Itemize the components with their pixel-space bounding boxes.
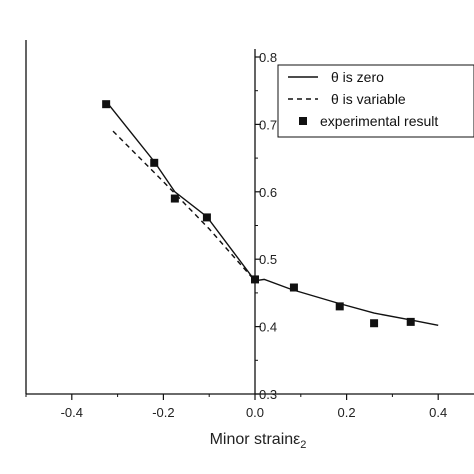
x-axis-title-symbol: ε — [293, 431, 300, 448]
experimental-point — [170, 194, 179, 203]
legend-theta-symbol: θ — [331, 91, 339, 107]
y-tick-label: 0.3 — [259, 387, 277, 402]
x-axis-title-subscript: 2 — [300, 439, 306, 451]
x-tick-label: -0.4 — [61, 405, 83, 420]
y-tick-label: 0.8 — [259, 50, 277, 65]
experimental-point — [406, 317, 415, 326]
experimental-point — [335, 302, 344, 311]
experimental-point — [150, 158, 159, 167]
y-tick-label: 0.4 — [259, 320, 277, 335]
x-tick-label: -0.2 — [152, 405, 174, 420]
legend-label-text: experimental result — [320, 113, 438, 129]
x-axis-title: Minor strainε2 — [210, 431, 307, 451]
axes: -0.4 -0.2 0.0 0.2 0.4 0.3 0.4 0.5 0.6 0.7 0.8 — [25, 49, 474, 420]
series-line-theta-zero — [107, 103, 439, 326]
legend-label-text: is zero — [339, 69, 384, 85]
experimental-point — [102, 100, 111, 109]
legend-theta-symbol: θ — [331, 69, 339, 85]
series-layer — [102, 100, 439, 328]
legend-experimental-label: experimental result — [320, 113, 438, 129]
experimental-point — [202, 213, 211, 222]
experimental-point — [289, 283, 298, 292]
y-tick-label: 0.7 — [259, 117, 277, 132]
x-axis-title-text: Minor strain — [210, 431, 294, 448]
y-tick-label: 0.6 — [259, 185, 277, 200]
series-line-theta-variable — [112, 130, 256, 282]
legend-theta-variable-label: θ is variable — [331, 91, 406, 107]
experimental-point — [370, 319, 379, 328]
experimental-point — [251, 275, 259, 284]
y-tick-label: 0.5 — [259, 252, 277, 267]
x-tick-label: 0.4 — [429, 405, 447, 420]
legend-theta-zero-label: θ is zero — [331, 69, 384, 85]
x-tick-label: 0.0 — [246, 405, 264, 420]
x-tick-label: 0.2 — [338, 405, 356, 420]
legend-marker-square — [299, 117, 307, 125]
legend-label-text: is variable — [339, 91, 406, 107]
